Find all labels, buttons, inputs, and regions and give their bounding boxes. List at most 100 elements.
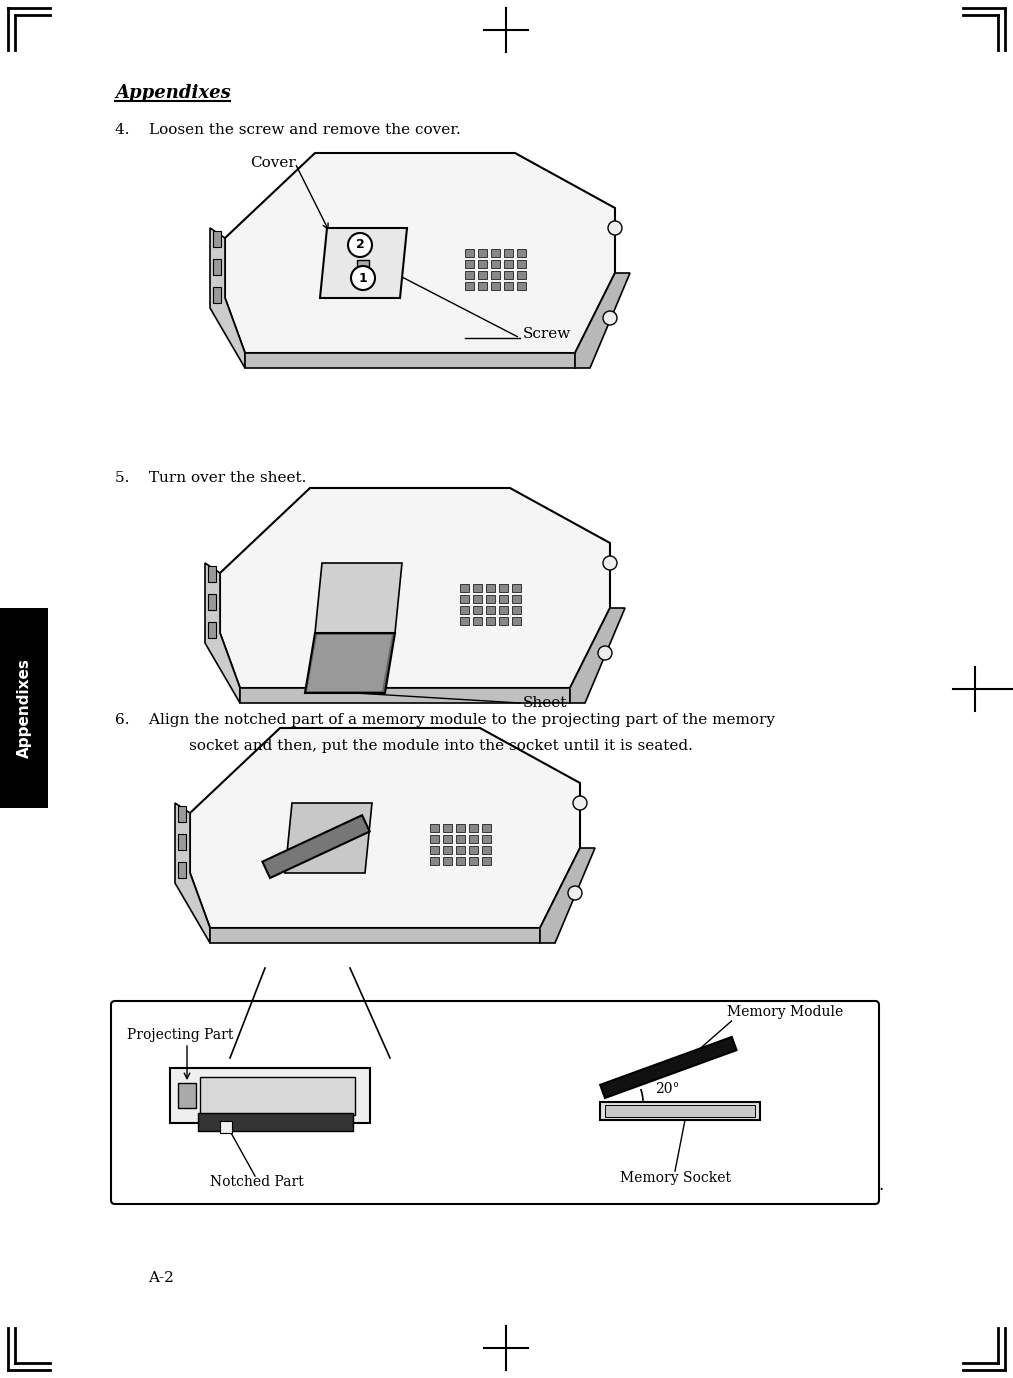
Bar — [600, 1102, 760, 1120]
Polygon shape — [240, 688, 570, 703]
Bar — [198, 1113, 353, 1131]
Bar — [430, 835, 439, 843]
Bar — [478, 249, 487, 258]
Bar — [473, 584, 482, 593]
Bar — [430, 857, 439, 865]
Circle shape — [608, 220, 622, 236]
Bar — [0, 608, 48, 808]
Polygon shape — [210, 927, 540, 943]
Bar — [491, 271, 500, 278]
Bar — [491, 260, 500, 267]
Text: 1: 1 — [359, 271, 368, 284]
Bar — [213, 259, 221, 276]
Bar — [178, 834, 186, 850]
Bar — [208, 594, 216, 610]
Text: 4.    Loosen the screw and remove the cover.: 4. Loosen the screw and remove the cover… — [115, 123, 461, 136]
Bar — [178, 1083, 196, 1108]
Bar — [512, 606, 521, 615]
Text: Appendixes: Appendixes — [16, 659, 31, 758]
Bar — [443, 846, 452, 854]
Bar — [473, 606, 482, 615]
Bar — [465, 282, 474, 289]
Bar — [456, 824, 465, 832]
Bar — [512, 617, 521, 626]
Bar — [200, 1078, 355, 1115]
Bar — [504, 271, 513, 278]
Bar — [178, 806, 186, 823]
Text: 20°: 20° — [655, 1082, 680, 1096]
Bar — [473, 617, 482, 626]
Text: 6.    Align the notched part of a memory module to the projecting part of the me: 6. Align the notched part of a memory mo… — [115, 712, 775, 728]
Circle shape — [573, 796, 587, 810]
Bar — [460, 606, 469, 615]
Bar — [430, 846, 439, 854]
Text: Memory Socket: Memory Socket — [620, 1171, 731, 1185]
Bar — [465, 260, 474, 267]
Bar — [504, 282, 513, 289]
FancyBboxPatch shape — [111, 1000, 879, 1204]
Bar — [486, 584, 495, 593]
Bar — [465, 271, 474, 278]
Text: .: . — [878, 1175, 883, 1193]
Bar — [430, 824, 439, 832]
Bar — [499, 584, 508, 593]
Bar — [512, 595, 521, 604]
Bar — [486, 606, 495, 615]
Bar — [499, 606, 508, 615]
Bar — [469, 824, 478, 832]
Bar — [517, 282, 526, 289]
Text: A-2: A-2 — [148, 1271, 174, 1286]
Bar — [443, 824, 452, 832]
Circle shape — [598, 646, 612, 660]
Bar — [478, 260, 487, 267]
Polygon shape — [225, 153, 615, 353]
Polygon shape — [190, 728, 580, 927]
Bar — [517, 249, 526, 258]
Circle shape — [568, 886, 582, 900]
Polygon shape — [540, 847, 595, 943]
Bar — [478, 271, 487, 278]
Bar — [460, 595, 469, 604]
Bar — [491, 249, 500, 258]
Bar — [504, 260, 513, 267]
Bar — [482, 846, 491, 854]
Text: Cover: Cover — [250, 156, 296, 169]
Polygon shape — [220, 488, 610, 688]
Bar — [456, 835, 465, 843]
Bar — [460, 617, 469, 626]
Polygon shape — [285, 803, 372, 874]
Circle shape — [603, 311, 617, 325]
Bar — [178, 863, 186, 878]
Polygon shape — [205, 564, 240, 703]
Bar — [213, 232, 221, 247]
Bar — [517, 271, 526, 278]
Circle shape — [350, 266, 375, 289]
Bar — [478, 282, 487, 289]
Text: Screw: Screw — [523, 327, 571, 340]
Circle shape — [603, 555, 617, 570]
Polygon shape — [307, 635, 392, 690]
Polygon shape — [210, 227, 245, 368]
Bar — [170, 1068, 370, 1123]
Bar — [220, 1120, 232, 1133]
Bar — [469, 835, 478, 843]
Bar — [486, 595, 495, 604]
Bar — [605, 1105, 755, 1118]
Bar — [443, 835, 452, 843]
Bar — [456, 846, 465, 854]
Bar — [482, 835, 491, 843]
Bar — [491, 282, 500, 289]
Polygon shape — [175, 803, 210, 943]
Text: Notched Part: Notched Part — [210, 1175, 304, 1189]
Bar — [465, 249, 474, 258]
Bar — [517, 260, 526, 267]
Text: Memory Module: Memory Module — [726, 1005, 843, 1018]
Bar — [482, 824, 491, 832]
Bar — [469, 857, 478, 865]
Polygon shape — [245, 353, 575, 368]
Bar — [504, 249, 513, 258]
Polygon shape — [601, 1038, 736, 1098]
Bar — [460, 584, 469, 593]
Polygon shape — [570, 608, 625, 703]
Text: socket and then, put the module into the socket until it is seated.: socket and then, put the module into the… — [155, 739, 693, 752]
